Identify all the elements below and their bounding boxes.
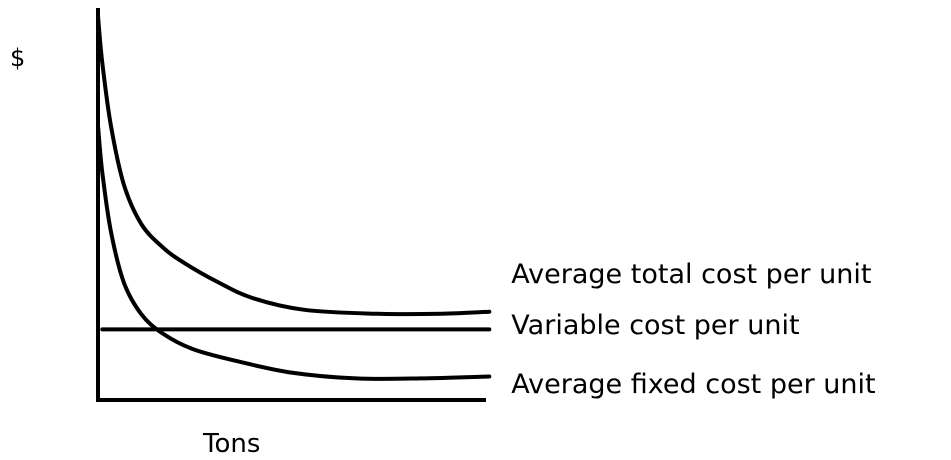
series-label-2: Variable cost per unit bbox=[511, 310, 799, 341]
series-label-3: Average fixed cost per unit bbox=[511, 369, 875, 400]
series-layer: Average total cost per unit Variable cost… bbox=[98, 16, 876, 400]
x-axis-label: Tons bbox=[202, 429, 260, 459]
y-axis-label: $ bbox=[10, 44, 25, 72]
series-line-3 bbox=[98, 126, 489, 379]
series-label-1: Average total cost per unit bbox=[511, 259, 871, 290]
series-line-1 bbox=[98, 16, 489, 314]
